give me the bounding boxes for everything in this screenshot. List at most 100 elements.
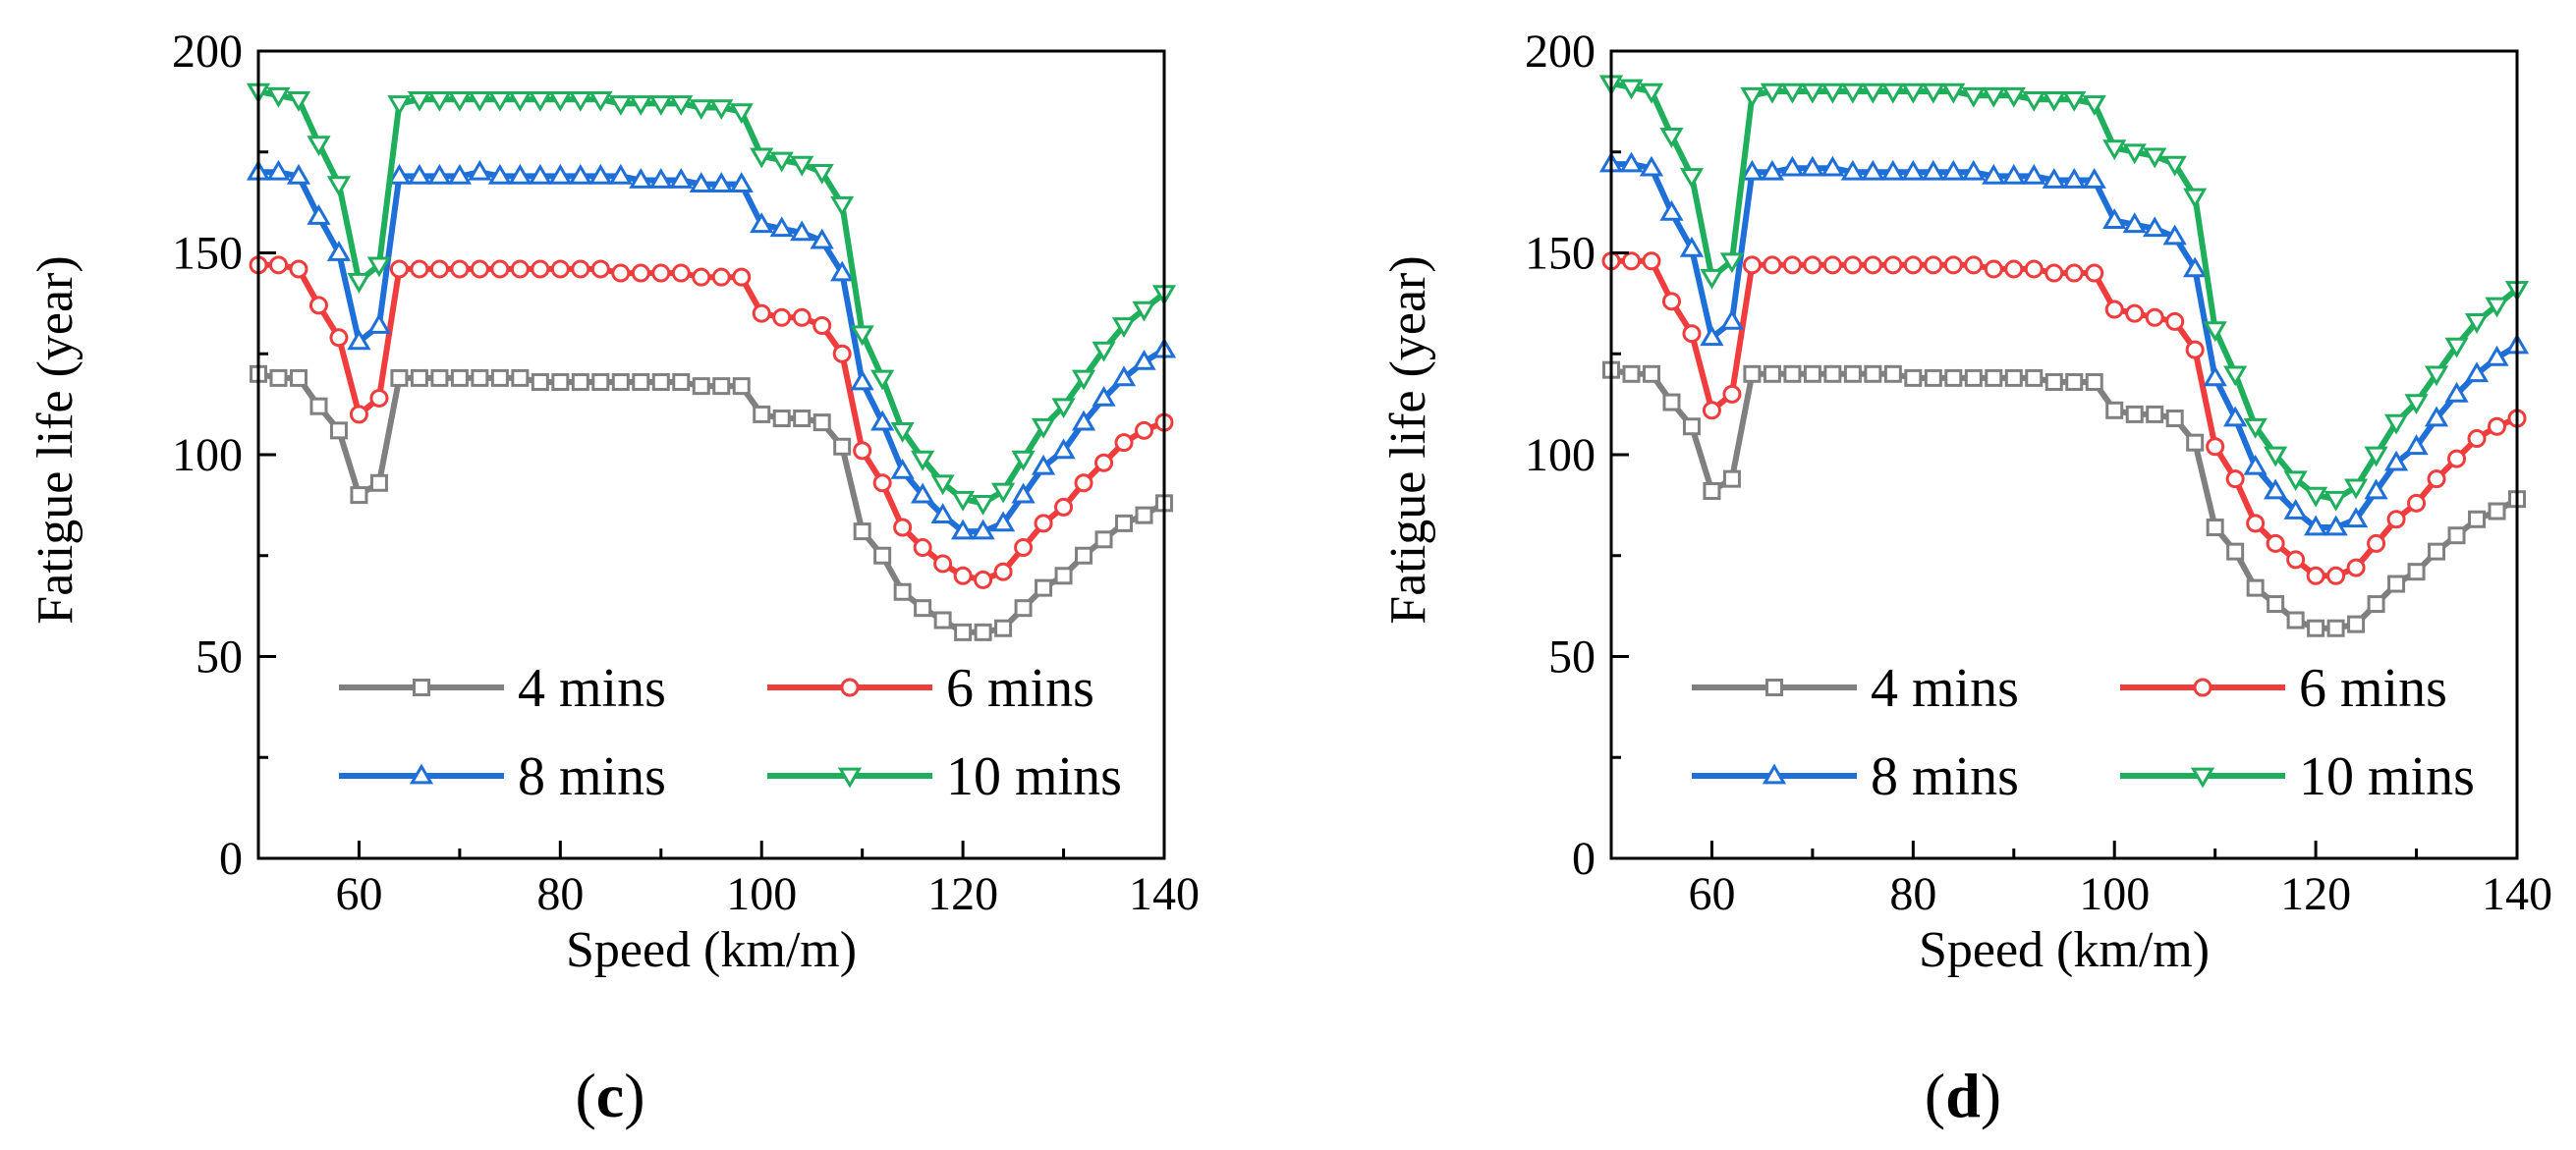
- data-point: [608, 95, 633, 116]
- legend-item: 10 mins: [2120, 746, 2475, 807]
- data-point: [588, 90, 613, 112]
- legend: 4 mins 6 mins 8 mins 10 mins: [1692, 658, 2475, 807]
- data-point: [629, 168, 653, 189]
- data-point: [2367, 533, 2386, 553]
- data-point: [2485, 345, 2509, 366]
- data-point: [769, 151, 794, 173]
- data-point: [853, 522, 871, 541]
- data-point: [2404, 434, 2429, 456]
- data-point: [2246, 514, 2266, 533]
- data-point: [2042, 168, 2066, 189]
- data-point: [1800, 82, 1824, 104]
- data-point: [2104, 300, 2124, 319]
- data-point: [669, 168, 694, 189]
- data-point: [750, 212, 774, 234]
- data-point: [2085, 263, 2104, 283]
- data-point: [427, 90, 452, 112]
- data-point: [2082, 95, 2106, 116]
- data-point: [591, 373, 610, 392]
- data-point: [971, 494, 995, 516]
- data-point: [1961, 86, 1986, 108]
- data-point: [2001, 163, 2026, 185]
- data-point: [2386, 510, 2406, 529]
- series-line: [258, 169, 1166, 535]
- data-point: [1780, 155, 1805, 177]
- data-point: [2387, 575, 2406, 593]
- data-point: [568, 90, 592, 112]
- legend-label: 6 mins: [946, 658, 1094, 719]
- data-point: [2488, 502, 2506, 520]
- data-point: [2226, 542, 2245, 561]
- data-point: [990, 511, 1016, 532]
- data-point: [1883, 364, 1902, 383]
- data-point: [1924, 255, 1943, 275]
- data-point: [590, 259, 610, 279]
- data-point: [648, 168, 673, 189]
- data-point: [1619, 79, 1644, 100]
- data-point: [793, 410, 812, 428]
- data-point: [528, 163, 552, 185]
- y-tick-label: 50: [1548, 631, 1596, 684]
- data-point: [930, 474, 955, 496]
- data-point: [2004, 259, 2024, 279]
- data-point: [366, 312, 392, 334]
- data-point: [1984, 259, 2003, 279]
- data-point: [1051, 438, 1076, 460]
- legend-marker: [2190, 767, 2215, 789]
- data-point: [2085, 373, 2103, 392]
- data-point: [1682, 324, 1702, 344]
- data-point: [1679, 168, 1705, 189]
- data-point: [2243, 454, 2268, 475]
- legend-marker: [1765, 679, 1783, 696]
- x-tick-label: 80: [536, 868, 584, 920]
- legend-marker: [837, 767, 863, 789]
- data-point: [2304, 486, 2328, 508]
- data-point: [286, 90, 311, 112]
- data-point: [468, 90, 492, 112]
- data-point: [1111, 365, 1137, 387]
- data-point: [347, 272, 371, 294]
- data-point: [1740, 86, 1764, 108]
- data-point: [1760, 82, 1785, 104]
- data-point: [933, 611, 952, 630]
- data-point: [551, 373, 570, 392]
- x-tick-label: 120: [2280, 868, 2351, 920]
- legend-item: 6 mins: [767, 658, 1094, 719]
- data-point: [2447, 526, 2466, 545]
- data-point: [850, 325, 874, 347]
- data-point: [1051, 398, 1076, 419]
- data-point: [2367, 595, 2385, 614]
- data-point: [729, 103, 754, 125]
- data-point: [2082, 168, 2106, 189]
- legend-label: 4 mins: [1871, 658, 2019, 719]
- data-point: [709, 172, 734, 192]
- data-point: [1880, 82, 1905, 104]
- y-axis-label: Fatigue life (year): [28, 255, 84, 624]
- data-point: [2243, 417, 2268, 439]
- panel-label-letter: d: [1945, 1061, 1981, 1130]
- data-point: [2203, 321, 2227, 343]
- data-point: [1941, 82, 1966, 104]
- y-tick-label: 100: [1525, 429, 1596, 481]
- data-point: [369, 388, 389, 408]
- data-point: [1843, 364, 1862, 383]
- data-point: [1661, 292, 1681, 311]
- data-point: [2326, 619, 2345, 637]
- data-point: [1823, 364, 1842, 383]
- data-point: [2485, 297, 2509, 318]
- data-point: [2404, 394, 2429, 415]
- panel-c: 60 80 100 120 140 0 50 100 150 200 Speed (km/m) Fat…: [28, 26, 1200, 1130]
- data-point: [1961, 159, 1986, 181]
- legend-marker: [2193, 678, 2212, 697]
- series-4-mins: [250, 364, 1173, 641]
- data-point: [349, 405, 368, 424]
- data-point: [2022, 163, 2046, 185]
- data-point: [833, 437, 852, 456]
- data-point: [1679, 236, 1705, 257]
- data-point: [389, 259, 409, 279]
- y-tick-label: 50: [196, 631, 243, 684]
- data-point: [2165, 311, 2185, 331]
- data-point: [511, 368, 530, 387]
- data-point: [632, 373, 650, 392]
- legend-label: 8 mins: [518, 746, 666, 807]
